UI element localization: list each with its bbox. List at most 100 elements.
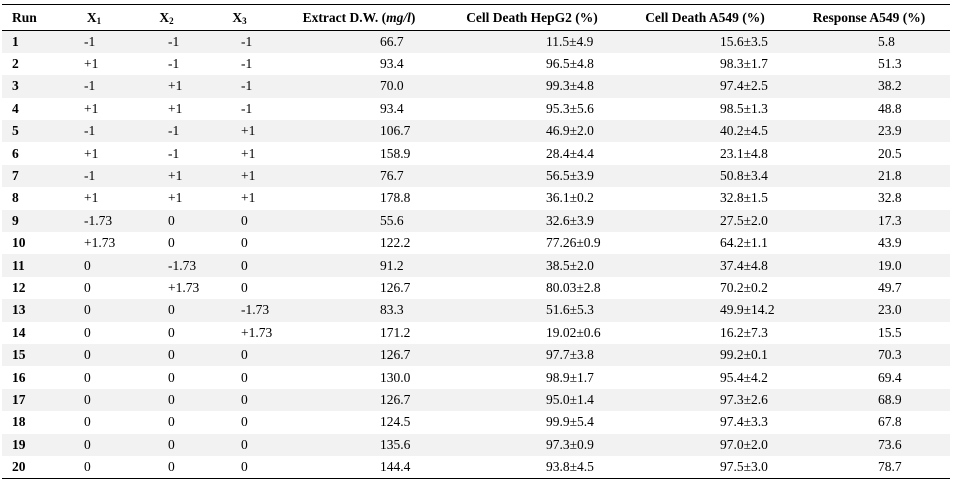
x1-cell: -1.73 xyxy=(84,212,113,228)
x2-cell: +1 xyxy=(168,78,183,94)
x3-cell: +1 xyxy=(241,190,256,206)
extract-dw-cell: 55.6 xyxy=(380,212,404,228)
x1-cell: -1 xyxy=(84,123,96,139)
extract-dw-cell: 171.2 xyxy=(380,324,411,340)
run-cell: 15 xyxy=(12,347,26,363)
x1-cell: 0 xyxy=(84,414,91,430)
response-a549-cell: 73.6 xyxy=(878,436,902,452)
cell-death-a549-cell: 40.2±4.5 xyxy=(720,123,768,139)
run-cell: 16 xyxy=(12,369,26,385)
x3-cell: +1 xyxy=(241,168,256,184)
cell-death-a549-cell: 27.5±2.0 xyxy=(720,212,768,228)
cell-death-hepg2-cell: 77.26±0.9 xyxy=(546,235,601,251)
run-cell: 19 xyxy=(12,436,26,452)
table-row: 16 0 0 0 130.0 98.9±1.7 95.4±4.2 69.4 xyxy=(2,366,950,388)
x1-cell: -1 xyxy=(84,168,96,184)
x1-cell: 0 xyxy=(84,391,91,407)
cell-death-a549-cell: 23.1±4.8 xyxy=(720,145,768,161)
run-cell: 8 xyxy=(12,190,19,206)
x2-cell: 0 xyxy=(168,235,175,251)
cell-death-hepg2-cell: 97.3±0.9 xyxy=(546,436,594,452)
run-cell: 6 xyxy=(12,145,19,161)
header-run: Run xyxy=(12,9,37,25)
table-row: 2 +1 -1 -1 93.4 96.5±4.8 98.3±1.7 51.3 xyxy=(2,53,950,75)
run-cell: 11 xyxy=(12,257,25,273)
cell-death-hepg2-cell: 11.5±4.9 xyxy=(546,33,594,49)
table-row: 13 0 0 -1.73 83.3 51.6±5.3 49.9±14.2 23.0 xyxy=(2,299,950,322)
run-cell: 2 xyxy=(12,56,19,72)
extract-dw-cell: 122.2 xyxy=(380,235,411,251)
extract-dw-cell: 126.7 xyxy=(380,347,411,363)
cell-death-a549-cell: 97.4±2.5 xyxy=(720,78,768,94)
table-row: 5 -1 -1 +1 106.7 46.9±2.0 40.2±4.5 23.9 xyxy=(2,120,950,143)
extract-dw-cell: 144.4 xyxy=(380,458,411,474)
extract-dw-cell: 93.4 xyxy=(380,100,404,116)
run-cell: 14 xyxy=(12,324,26,340)
x3-cell: 0 xyxy=(241,391,248,407)
response-a549-cell: 23.0 xyxy=(878,302,902,318)
x3-cell: 0 xyxy=(241,235,248,251)
response-a549-cell: 78.7 xyxy=(878,458,902,474)
cell-death-hepg2-cell: 28.4±4.4 xyxy=(546,145,594,161)
response-a549-cell: 21.8 xyxy=(878,168,902,184)
extract-dw-cell: 66.7 xyxy=(380,33,404,49)
cell-death-a549-cell: 97.3±2.6 xyxy=(720,391,768,407)
response-a549-cell: 23.9 xyxy=(878,123,902,139)
response-a549-cell: 48.8 xyxy=(878,100,902,116)
table-row: 9 -1.73 0 0 55.6 32.6±3.9 27.5±2.0 17.3 xyxy=(2,209,950,233)
extract-dw-cell: 178.8 xyxy=(380,190,411,206)
x1-cell: 0 xyxy=(84,436,91,452)
x2-cell: -1 xyxy=(168,145,180,161)
cell-death-a549-cell: 16.2±7.3 xyxy=(720,324,768,340)
cell-death-hepg2-cell: 51.6±5.3 xyxy=(546,302,594,318)
extract-dw-cell: 126.7 xyxy=(380,391,411,407)
header-x1: X1 xyxy=(86,9,102,26)
response-a549-cell: 20.5 xyxy=(878,145,902,161)
x3-cell: 0 xyxy=(241,347,248,363)
x2-cell: +1 xyxy=(168,168,183,184)
cell-death-a549-cell: 98.5±1.3 xyxy=(720,100,768,116)
table-row: 19 0 0 0 135.6 97.3±0.9 97.0±2.0 73.6 xyxy=(2,433,950,456)
cell-death-hepg2-cell: 99.3±4.8 xyxy=(546,78,594,94)
cell-death-a549-cell: 99.2±0.1 xyxy=(720,347,768,363)
run-cell: 9 xyxy=(12,212,19,228)
run-cell: 18 xyxy=(12,414,26,430)
x3-cell: +1 xyxy=(241,145,256,161)
header-cell-death-a549: Cell Death A549 (%) xyxy=(645,9,765,25)
cell-death-a549-cell: 50.8±3.4 xyxy=(720,168,768,184)
cell-death-hepg2-cell: 95.3±5.6 xyxy=(546,100,594,116)
run-cell: 3 xyxy=(12,78,19,94)
cell-death-hepg2-cell: 95.0±1.4 xyxy=(546,391,594,407)
run-cell: 12 xyxy=(12,279,26,295)
x2-cell: 0 xyxy=(168,436,175,452)
cell-death-a549-cell: 98.3±1.7 xyxy=(720,56,768,72)
table-row: 6 +1 -1 +1 158.9 28.4±4.4 23.1±4.8 20.5 xyxy=(2,142,950,164)
run-cell: 7 xyxy=(12,168,19,184)
cell-death-hepg2-cell: 19.02±0.6 xyxy=(546,324,601,340)
table-row: 12 0 +1.73 0 126.7 80.03±2.8 70.2±0.2 49.7 xyxy=(2,277,950,299)
run-cell: 4 xyxy=(12,100,19,116)
response-a549-cell: 43.9 xyxy=(878,235,902,251)
run-cell: 17 xyxy=(12,391,26,407)
x3-cell: 0 xyxy=(241,369,248,385)
cell-death-hepg2-cell: 97.7±3.8 xyxy=(546,347,594,363)
response-a549-cell: 69.4 xyxy=(878,369,902,385)
x1-cell: 0 xyxy=(84,302,91,318)
header-extract-dw: Extract D.W. (mg/l) xyxy=(302,9,416,25)
cell-death-hepg2-cell: 36.1±0.2 xyxy=(546,190,594,206)
response-a549-cell: 32.8 xyxy=(878,190,902,206)
x3-cell: -1 xyxy=(241,56,253,72)
x1-cell: +1 xyxy=(84,190,99,206)
cell-death-a549-cell: 15.6±3.5 xyxy=(720,33,768,49)
run-cell: 10 xyxy=(12,235,26,251)
x2-cell: +1.73 xyxy=(168,279,200,295)
response-a549-cell: 49.7 xyxy=(878,279,902,295)
table-row: 7 -1 +1 +1 76.7 56.5±3.9 50.8±3.4 21.8 xyxy=(2,164,950,188)
cell-death-hepg2-cell: 96.5±4.8 xyxy=(546,56,594,72)
response-a549-cell: 70.3 xyxy=(878,347,902,363)
x1-cell: 0 xyxy=(84,369,91,385)
x1-cell: +1 xyxy=(84,56,99,72)
x2-cell: 0 xyxy=(168,324,175,340)
response-a549-cell: 17.3 xyxy=(878,212,902,228)
table-row: 15 0 0 0 126.7 97.7±3.8 99.2±0.1 70.3 xyxy=(2,343,950,367)
